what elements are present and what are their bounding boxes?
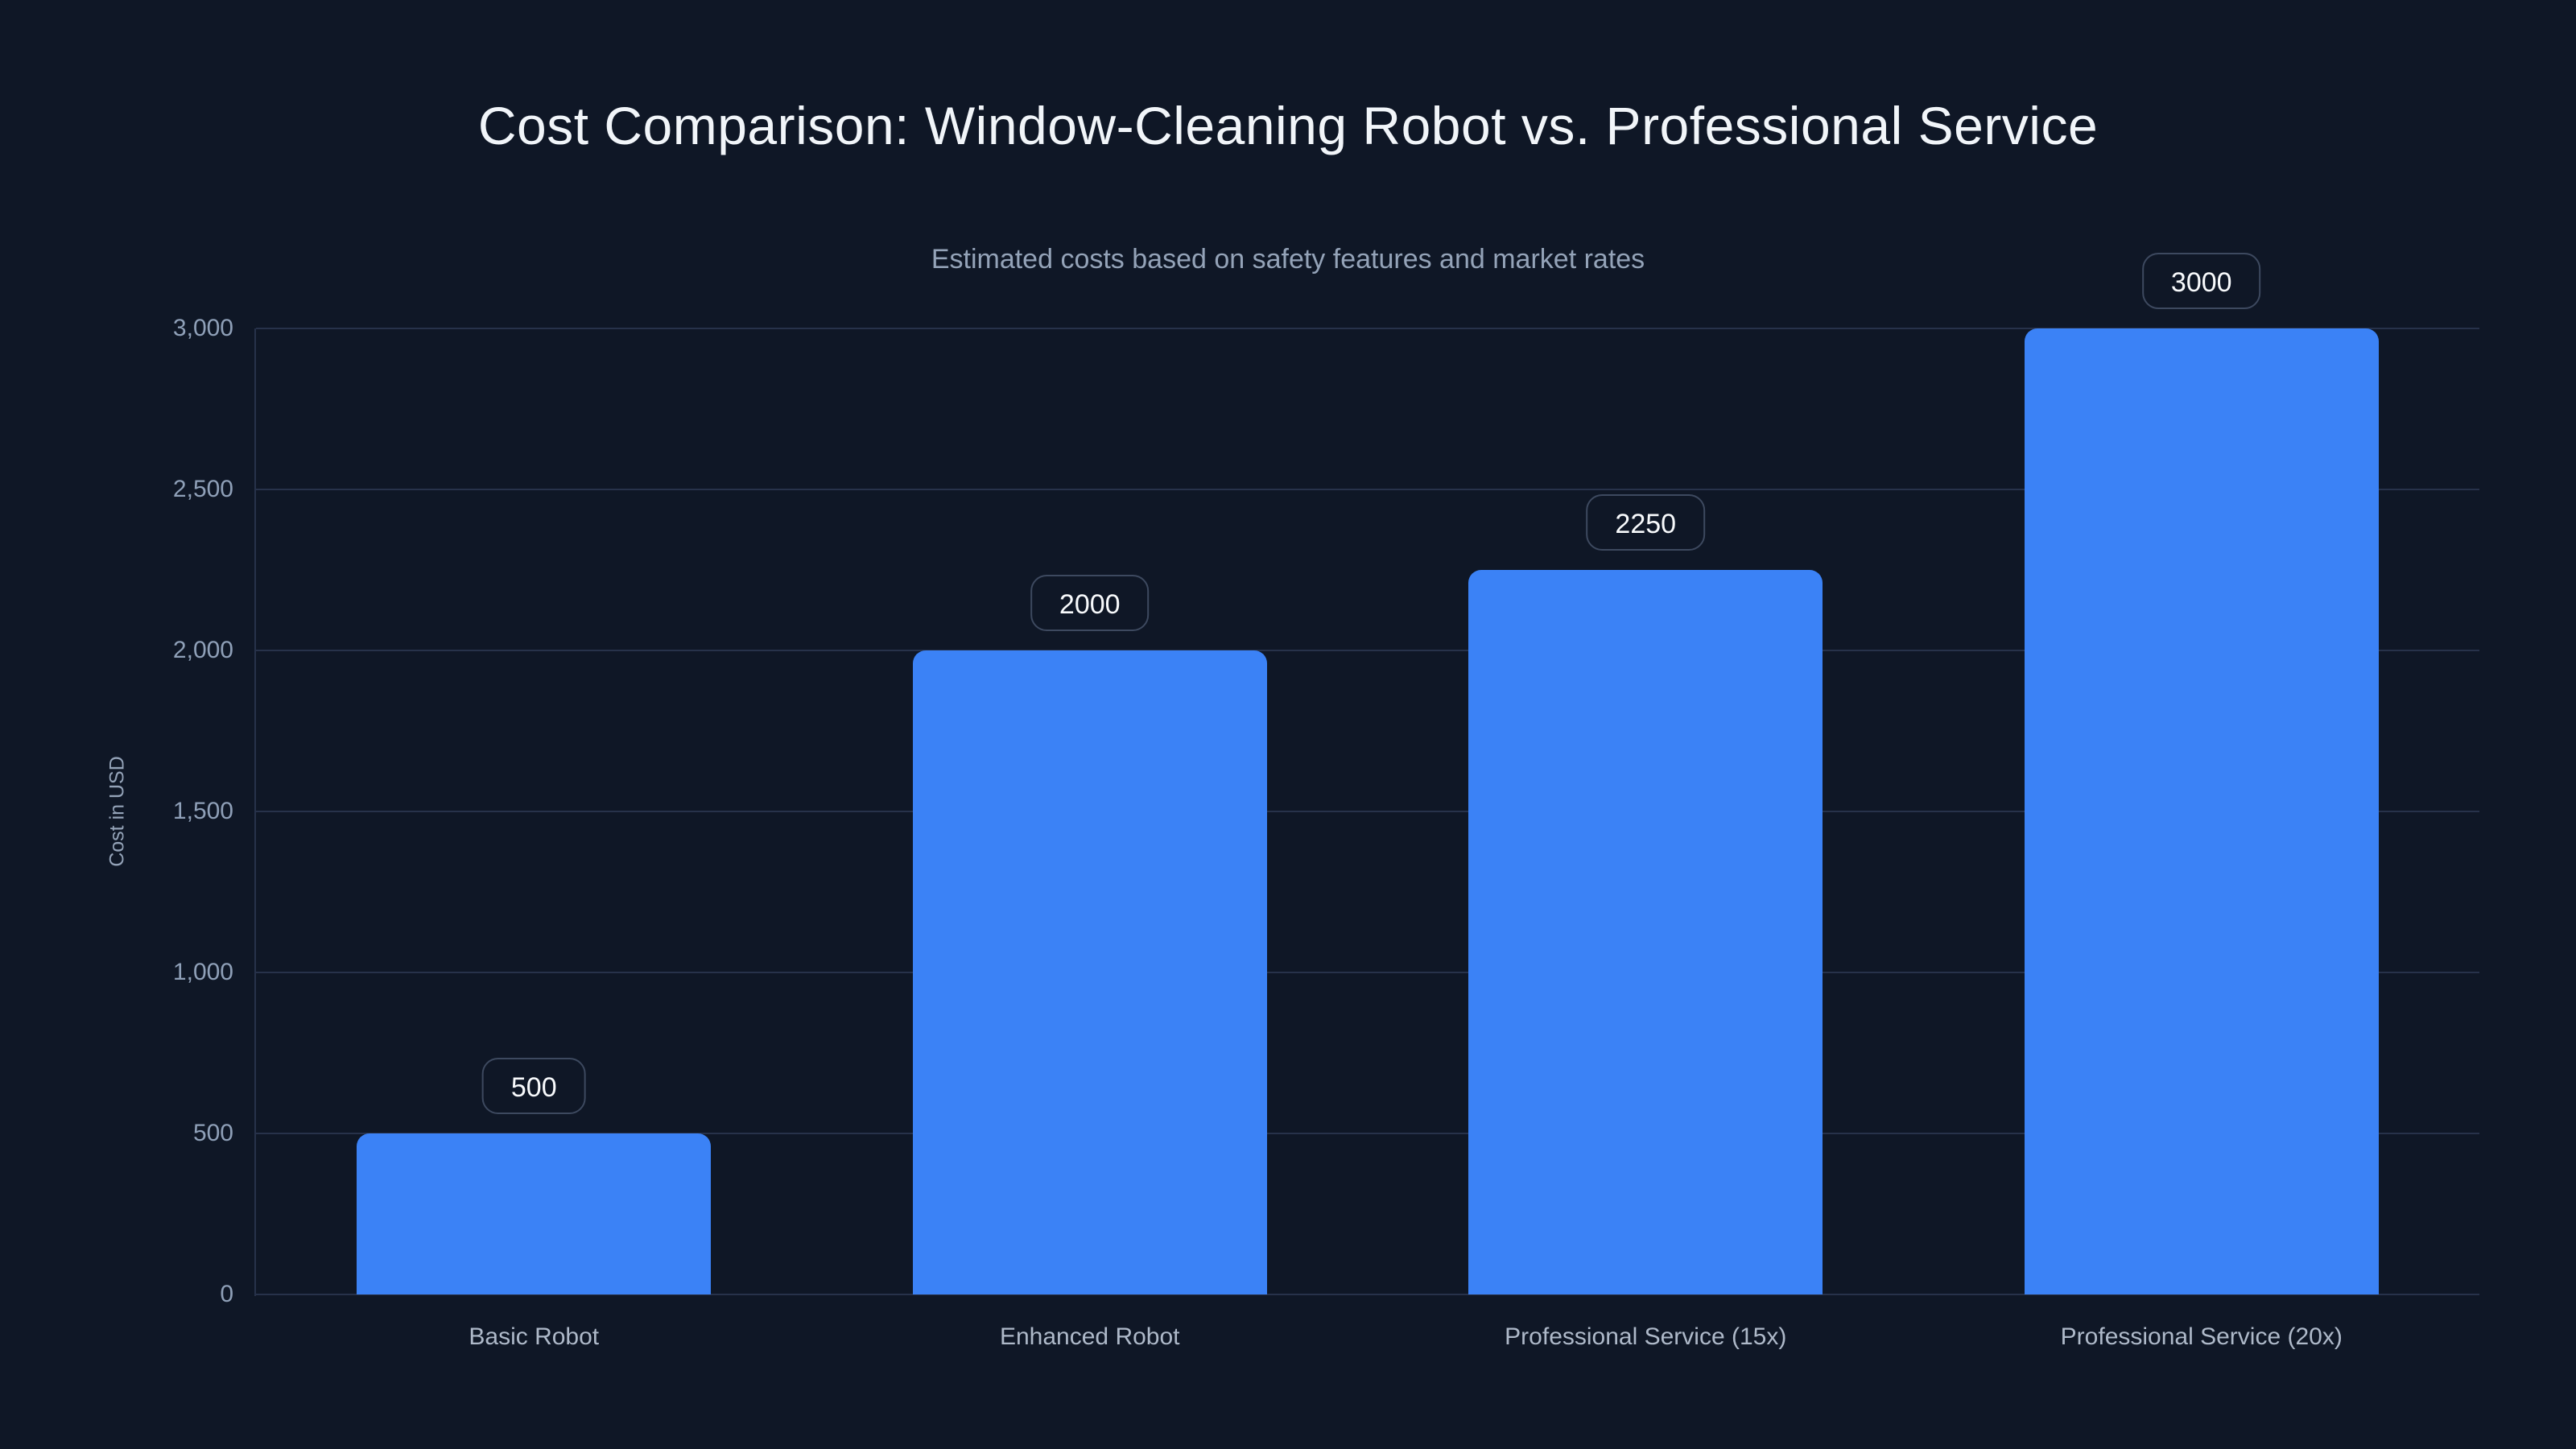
y-tick-label: 1,000 bbox=[172, 959, 233, 985]
x-axis-label-professional-service-15x: Professional Service (15x) bbox=[1505, 1323, 1787, 1350]
gridline bbox=[256, 972, 2479, 973]
bar-basic-robot bbox=[357, 1133, 712, 1294]
value-badge-professional-service-15x: 2250 bbox=[1586, 494, 1706, 551]
y-tick-label: 3,000 bbox=[172, 315, 233, 341]
x-axis-label-basic-robot: Basic Robot bbox=[469, 1323, 600, 1350]
y-tick-label: 1,500 bbox=[172, 798, 233, 824]
gridline bbox=[256, 1133, 2479, 1134]
value-badge-basic-robot: 500 bbox=[481, 1058, 586, 1114]
x-axis-label-enhanced-robot: Enhanced Robot bbox=[999, 1323, 1180, 1350]
value-badge-professional-service-20x: 3000 bbox=[2141, 253, 2261, 309]
gridline bbox=[256, 489, 2479, 490]
y-axis-title: Cost in USD bbox=[105, 756, 129, 867]
value-badge-enhanced-robot: 2000 bbox=[1030, 575, 1150, 631]
y-tick-label: 2,500 bbox=[172, 476, 233, 502]
chart-title: Cost Comparison: Window-Cleaning Robot v… bbox=[477, 96, 2099, 155]
y-tick-label: 500 bbox=[192, 1120, 233, 1146]
gridline bbox=[256, 328, 2479, 329]
bar-professional-service-20x bbox=[2024, 328, 2379, 1294]
bar-enhanced-robot bbox=[912, 650, 1267, 1294]
gridline bbox=[256, 650, 2479, 651]
gridline bbox=[256, 811, 2479, 812]
x-axis-label-professional-service-20x: Professional Service (20x) bbox=[2060, 1323, 2343, 1350]
y-tick-label: 0 bbox=[220, 1281, 233, 1307]
bar-professional-service-15x bbox=[1468, 570, 1823, 1294]
y-tick-label: 2,000 bbox=[172, 637, 233, 663]
y-axis-line bbox=[254, 328, 256, 1296]
x-axis-line bbox=[256, 1294, 2479, 1295]
chart-subtitle: Estimated costs based on safety features… bbox=[931, 244, 1645, 275]
plot-area: 0 500 1,000 1,500 2,000 2,500 3,000 500 Basic Ro… bbox=[173, 253, 2479, 1350]
